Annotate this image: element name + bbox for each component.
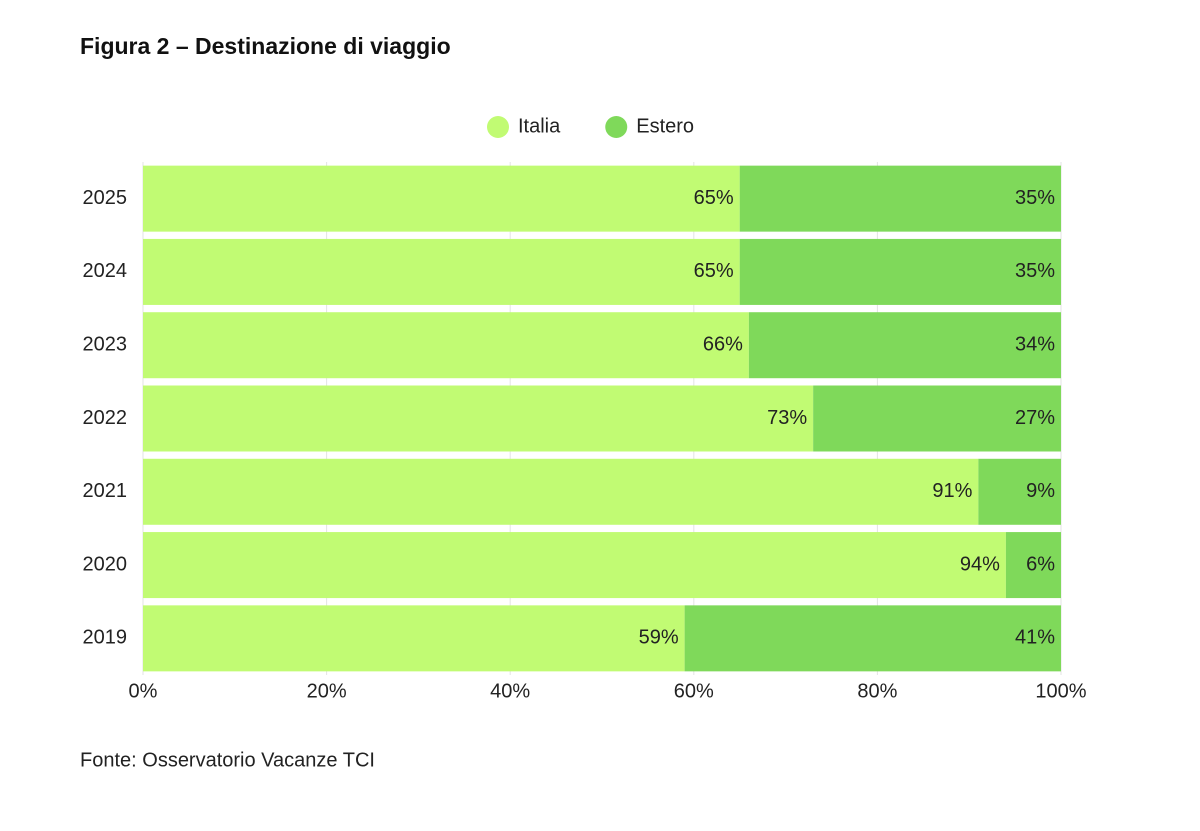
bar-segment — [748, 312, 1061, 379]
value-label: 27% — [1015, 407, 1055, 429]
bar-segment — [143, 605, 685, 672]
bar-segment — [1005, 532, 1061, 599]
bar-segment — [143, 385, 814, 452]
value-label: 9% — [1026, 480, 1055, 502]
x-tick-label: 100% — [1035, 680, 1086, 702]
legend-label: Italia — [518, 115, 561, 137]
bar-segment — [813, 385, 1061, 452]
value-label: 94% — [960, 553, 1000, 575]
value-label: 41% — [1015, 627, 1055, 649]
bar-segment — [143, 165, 740, 232]
chart-title: Figura 2 – Destinazione di viaggio — [80, 33, 451, 59]
value-label: 34% — [1015, 333, 1055, 355]
legend-swatch — [487, 116, 509, 138]
value-label: 66% — [703, 333, 743, 355]
bar-segment — [739, 238, 1061, 305]
bar-segment — [143, 458, 979, 525]
bar-segment — [684, 605, 1061, 672]
value-label: 35% — [1015, 260, 1055, 282]
x-tick-label: 80% — [857, 680, 897, 702]
y-tick-label: 2025 — [83, 187, 128, 209]
value-label: 65% — [694, 187, 734, 209]
bar-segment — [143, 238, 740, 305]
x-tick-label: 20% — [307, 680, 347, 702]
x-tick-label: 0% — [129, 680, 158, 702]
y-tick-label: 2023 — [83, 333, 128, 355]
y-tick-label: 2024 — [83, 260, 128, 282]
value-label: 59% — [639, 627, 679, 649]
value-label: 65% — [694, 260, 734, 282]
x-tick-label: 40% — [490, 680, 530, 702]
bar-segment — [143, 532, 1006, 599]
bar-segment — [978, 458, 1061, 525]
x-tick-label: 60% — [674, 680, 714, 702]
y-tick-label: 2020 — [83, 553, 128, 575]
value-label: 35% — [1015, 187, 1055, 209]
bar-segment — [143, 312, 749, 379]
y-tick-label: 2022 — [83, 407, 128, 429]
value-label: 6% — [1026, 553, 1055, 575]
bar-segment — [739, 165, 1061, 232]
value-label: 91% — [932, 480, 972, 502]
legend-label: Estero — [636, 115, 694, 137]
value-label: 73% — [767, 407, 807, 429]
y-tick-label: 2021 — [83, 480, 128, 502]
source-note: Fonte: Osservatorio Vacanze TCI — [80, 749, 375, 771]
legend-swatch — [605, 116, 628, 138]
y-tick-label: 2019 — [83, 627, 128, 649]
